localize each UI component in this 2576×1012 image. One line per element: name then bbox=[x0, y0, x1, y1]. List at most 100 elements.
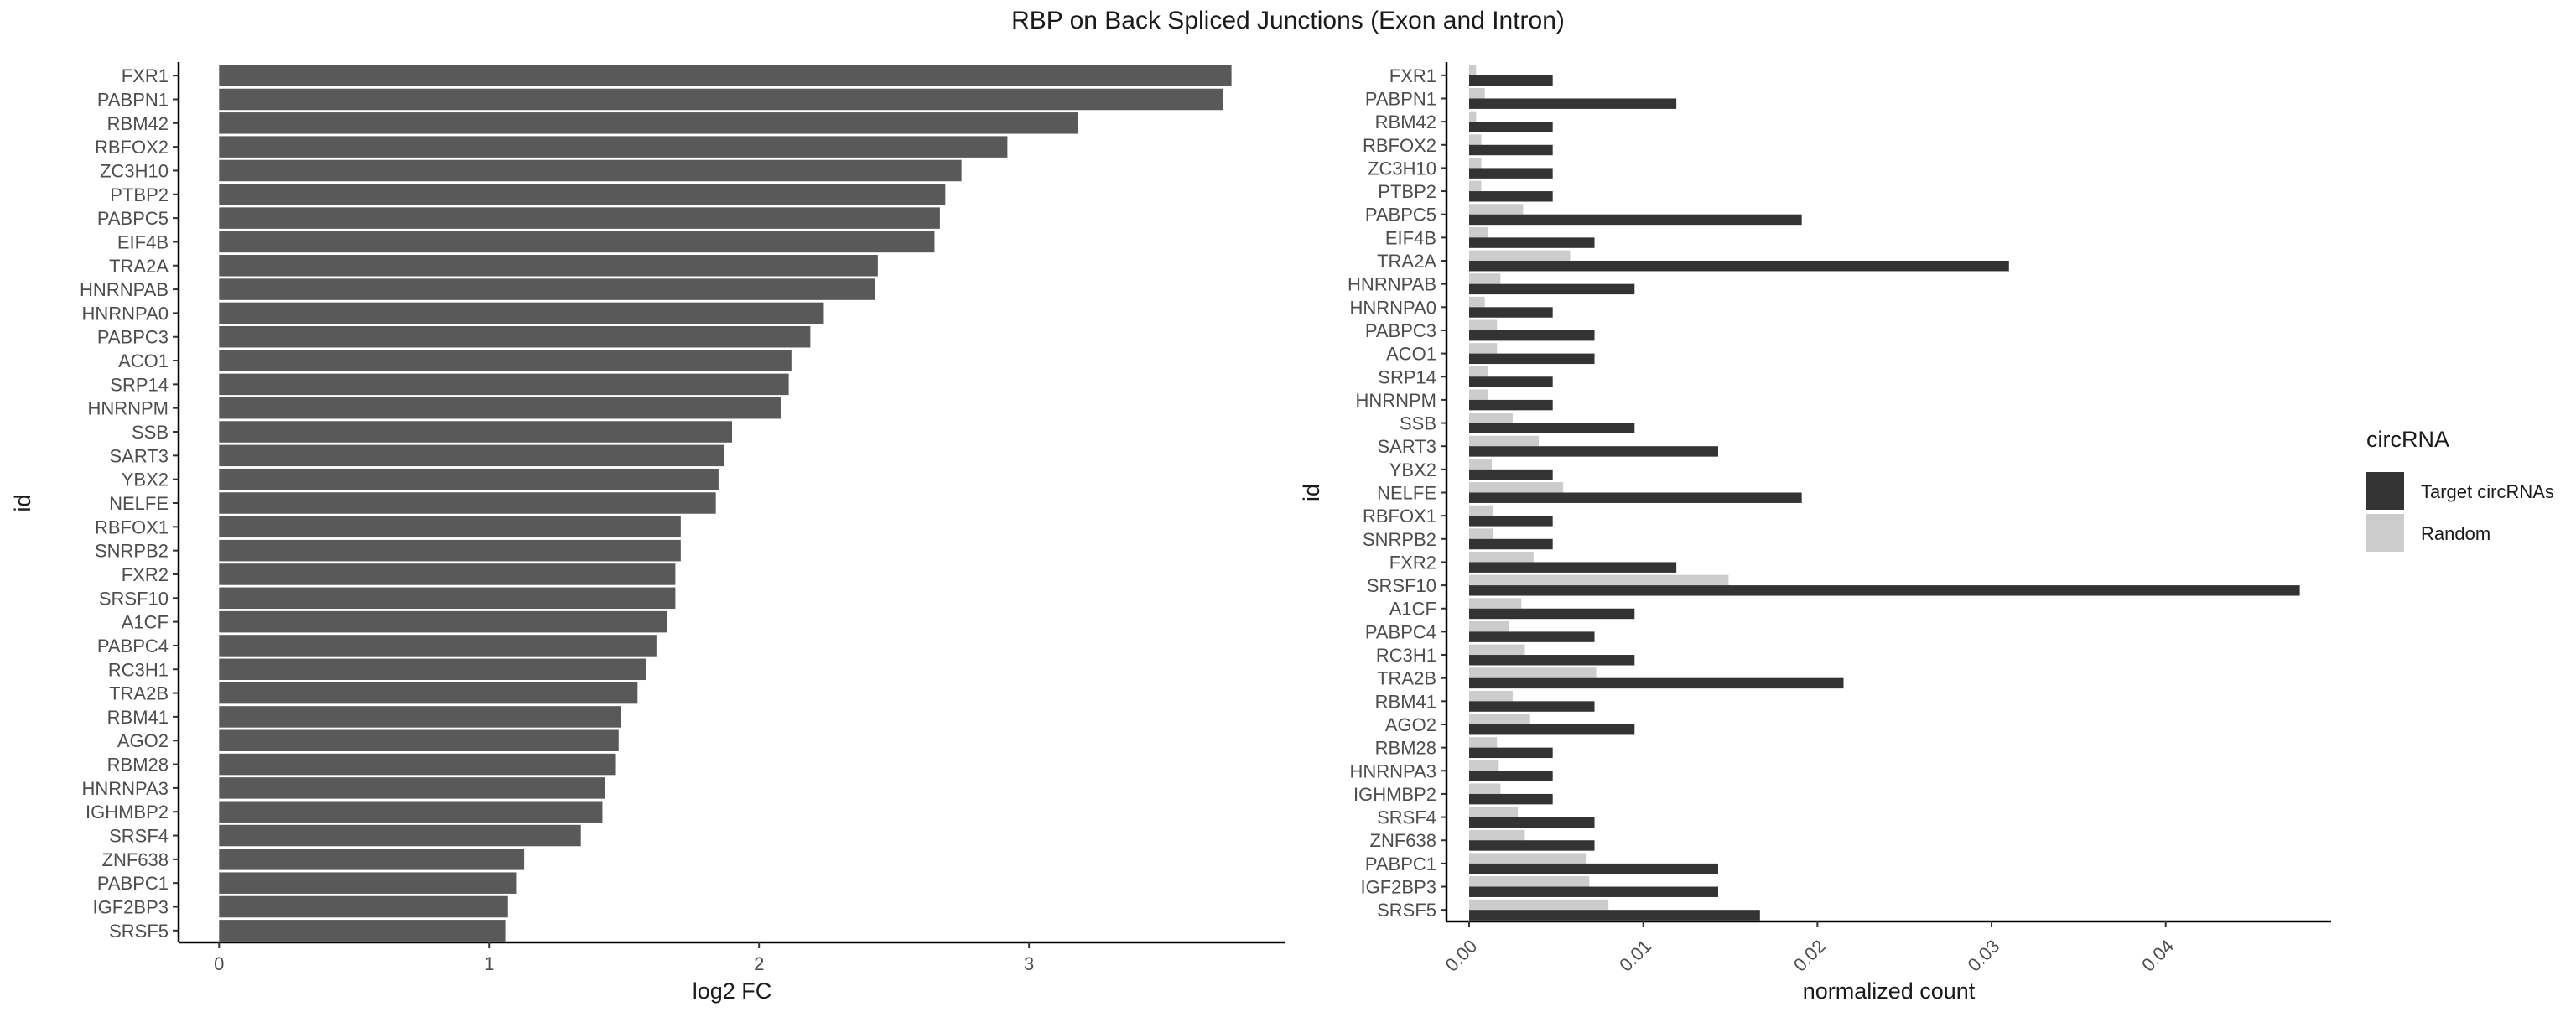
y-tick-label-rbfox2: RBFOX2 bbox=[1363, 135, 1436, 156]
y-tick-label-fxr2: FXR2 bbox=[1389, 552, 1436, 573]
bar-target-circrnas-aco1 bbox=[1468, 353, 1595, 365]
y-tick-label-rbm28: RBM28 bbox=[1375, 738, 1436, 759]
y-tick-label-srsf5: SRSF5 bbox=[1377, 900, 1436, 921]
bar-target-circrnas-snrpb2 bbox=[1468, 538, 1553, 550]
bar-ago2 bbox=[219, 729, 619, 751]
y-tick-label-srsf4: SRSF4 bbox=[109, 826, 169, 847]
bar-random-pabpc4 bbox=[1468, 620, 1509, 632]
bar-target-circrnas-srsf10 bbox=[1468, 585, 2300, 596]
bar-random-nelfe bbox=[1468, 482, 1564, 493]
x-tick-label: 0.01 bbox=[1615, 936, 1655, 976]
bar-random-znf638 bbox=[1468, 829, 1525, 841]
y-tick-label-rbfox1: RBFOX1 bbox=[1363, 506, 1436, 527]
bar-random-pabpc3 bbox=[1468, 319, 1498, 330]
y-tick-label-sart3: SART3 bbox=[1377, 436, 1436, 457]
y-axis-title: id bbox=[10, 494, 35, 511]
y-tick-label-ssb: SSB bbox=[1400, 413, 1436, 434]
bar-random-a1cf bbox=[1468, 598, 1522, 609]
y-tick-label-ighmbp2: IGHMBP2 bbox=[1353, 784, 1436, 805]
bar-target-circrnas-rbfox2 bbox=[1468, 144, 1553, 156]
bar-random-ighmbp2 bbox=[1468, 783, 1501, 794]
y-tick-label-hnrnpa3: HNRNPA3 bbox=[1349, 760, 1436, 781]
y-tick-label-hnrnpa0: HNRNPA0 bbox=[81, 303, 169, 324]
y-tick-label-ybx2: YBX2 bbox=[122, 470, 169, 490]
bar-target-circrnas-sart3 bbox=[1468, 446, 1718, 457]
bar-target-circrnas-ptbp2 bbox=[1468, 191, 1553, 202]
bar-pabpc4 bbox=[219, 635, 657, 657]
bar-target-circrnas-rbm41 bbox=[1468, 701, 1595, 712]
bar-random-hnrnpm bbox=[1468, 389, 1488, 400]
bar-random-rc3h1 bbox=[1468, 644, 1525, 656]
bar-target-circrnas-rbfox1 bbox=[1468, 516, 1553, 527]
bar-target-circrnas-nelfe bbox=[1468, 492, 1802, 503]
bar-ssb bbox=[219, 421, 732, 443]
bar-target-circrnas-hnrnpm bbox=[1468, 399, 1553, 411]
bar-rbm41 bbox=[219, 706, 621, 728]
bar-target-circrnas-pabpc1 bbox=[1468, 863, 1718, 874]
y-tick-label-pabpn1: PABPN1 bbox=[97, 89, 169, 110]
y-tick-label-snrpb2: SNRPB2 bbox=[95, 541, 169, 562]
bar-target-circrnas-igf2bp3 bbox=[1468, 886, 1718, 897]
bar-random-rbm42 bbox=[1468, 111, 1477, 122]
bar-pabpc3 bbox=[219, 325, 811, 348]
bar-target-circrnas-rbm28 bbox=[1468, 747, 1553, 759]
bar-ptbp2 bbox=[219, 184, 946, 205]
x-axis-title: log2 FC bbox=[693, 978, 772, 1004]
x-axis-title: normalized count bbox=[1803, 978, 1976, 1004]
y-tick-label-ptbp2: PTBP2 bbox=[1378, 181, 1436, 202]
bar-target-circrnas-hnrnpa0 bbox=[1468, 307, 1553, 318]
x-tick-label: 0.04 bbox=[2137, 936, 2178, 976]
y-tick-label-hnrnpm: HNRNPM bbox=[1355, 390, 1436, 411]
bar-pabpc1 bbox=[219, 872, 517, 894]
y-tick-label-ssb: SSB bbox=[132, 422, 169, 443]
bar-snrpb2 bbox=[219, 539, 681, 562]
y-tick-label-ybx2: YBX2 bbox=[1389, 459, 1436, 480]
bar-hnrnpa0 bbox=[219, 302, 824, 324]
y-tick-label-srsf10: SRSF10 bbox=[99, 588, 169, 609]
bar-random-rbm41 bbox=[1468, 690, 1513, 702]
y-tick-label-ighmbp2: IGHMBP2 bbox=[86, 802, 169, 823]
y-tick-label-tra2a: TRA2A bbox=[1377, 251, 1436, 272]
bar-target-circrnas-fxr2 bbox=[1468, 562, 1677, 573]
bar-hnrnpm bbox=[219, 397, 781, 419]
y-tick-label-ago2: AGO2 bbox=[1385, 714, 1436, 735]
bar-target-circrnas-ighmbp2 bbox=[1468, 793, 1553, 805]
x-tick-label: 0.02 bbox=[1789, 936, 1830, 976]
bar-target-circrnas-rbm42 bbox=[1468, 122, 1553, 132]
bar-target-circrnas-tra2b bbox=[1468, 677, 1844, 689]
y-tick-label-hnrnpab: HNRNPAB bbox=[1348, 274, 1436, 295]
y-tick-label-sart3: SART3 bbox=[109, 445, 169, 466]
y-tick-label-zc3h10: ZC3H10 bbox=[1368, 158, 1436, 179]
bar-random-eif4b bbox=[1468, 226, 1488, 238]
bar-target-circrnas-fxr1 bbox=[1468, 75, 1553, 86]
bar-random-tra2b bbox=[1468, 667, 1597, 678]
bar-target-circrnas-pabpc4 bbox=[1468, 631, 1595, 642]
y-tick-label-pabpc5: PABPC5 bbox=[1365, 205, 1436, 226]
bar-aco1 bbox=[219, 350, 792, 371]
bar-random-sart3 bbox=[1468, 435, 1540, 447]
bar-igf2bp3 bbox=[219, 895, 508, 918]
y-tick-label-srp14: SRP14 bbox=[110, 374, 169, 395]
y-tick-label-pabpc1: PABPC1 bbox=[1365, 854, 1436, 874]
y-tick-label-a1cf: A1CF bbox=[1389, 599, 1436, 620]
bar-srsf10 bbox=[219, 587, 676, 610]
bar-random-aco1 bbox=[1468, 343, 1498, 354]
y-tick-label-nelfe: NELFE bbox=[109, 493, 169, 514]
y-tick-label-pabpc4: PABPC4 bbox=[97, 636, 169, 657]
y-tick-label-srsf5: SRSF5 bbox=[109, 921, 169, 942]
y-tick-label-fxr1: FXR1 bbox=[1389, 65, 1436, 86]
bar-eif4b bbox=[219, 231, 935, 253]
bar-sart3 bbox=[219, 444, 724, 467]
bar-rbfox1 bbox=[219, 516, 681, 538]
y-tick-label-rbfox1: RBFOX1 bbox=[95, 516, 169, 537]
bar-srsf5 bbox=[219, 920, 506, 942]
y-tick-label-eif4b: EIF4B bbox=[1385, 227, 1436, 248]
y-tick-label-hnrnpab: HNRNPAB bbox=[80, 279, 169, 300]
y-tick-label-pabpc3: PABPC3 bbox=[1365, 320, 1436, 341]
y-tick-label-rc3h1: RC3H1 bbox=[1376, 645, 1436, 666]
y-tick-label-hnrnpa0: HNRNPA0 bbox=[1349, 297, 1436, 318]
y-tick-label-aco1: ACO1 bbox=[118, 350, 169, 371]
